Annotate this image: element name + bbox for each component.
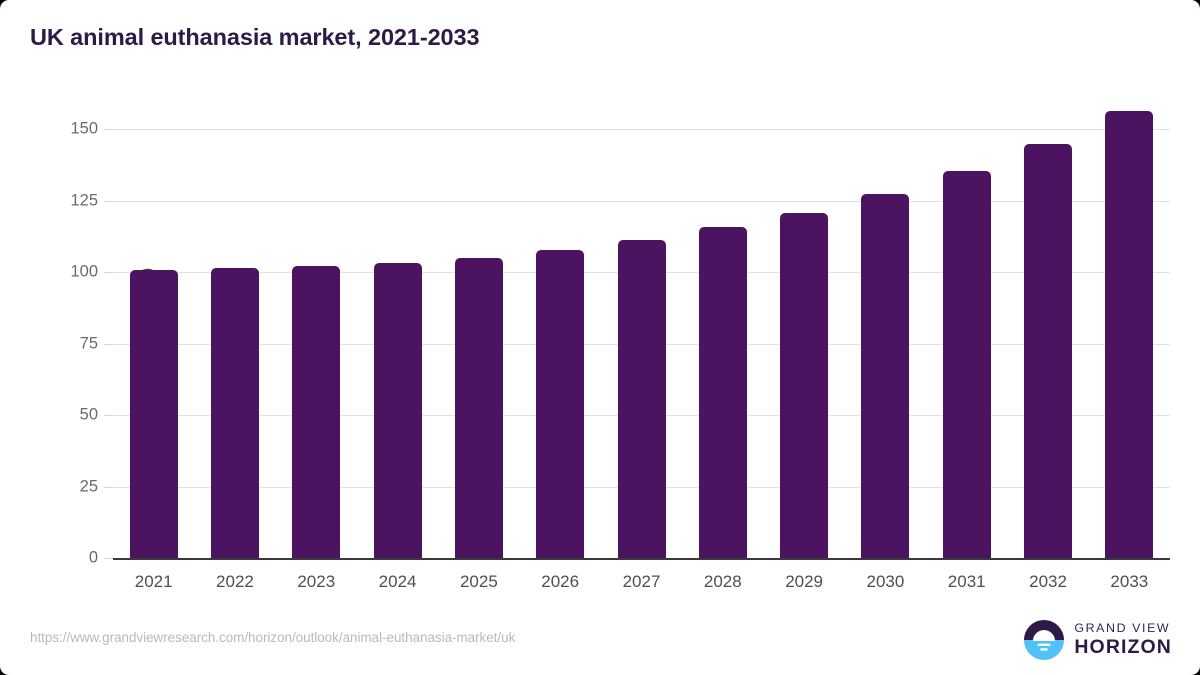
bar-2031[interactable] [942,170,991,558]
y-axis-tick-mark [104,415,113,416]
y-axis-tick-label: 50 [79,405,98,424]
x-axis-tick-label: 2031 [947,572,986,591]
bar-2024[interactable] [373,262,422,558]
bar-2026[interactable] [536,249,585,558]
y-axis-tick-label: 0 [88,548,98,567]
plot-area [113,110,1170,558]
bar-2032[interactable] [1024,143,1073,558]
y-axis-tick-label: 125 [70,191,98,209]
y-axis-tick-label: 75 [79,334,98,352]
horizon-circle-icon [1024,620,1065,660]
x-axis-tick-label: 2021 [134,572,173,591]
brand-logo: GRAND VIEW HORIZON [1024,620,1172,660]
bar-2025[interactable] [454,257,503,558]
bar-2022[interactable] [210,268,259,558]
bar-2027[interactable] [617,239,666,558]
x-axis-tick-label: 2023 [297,572,336,591]
x-axis-tick-label: 2024 [378,572,417,591]
logo-wordmark: GRAND VIEW HORIZON [1074,622,1172,658]
bar-2033[interactable] [1105,110,1154,558]
x-axis-tick-label: 2030 [866,572,905,591]
x-axis-line [113,558,1170,560]
bar-2028[interactable] [698,227,747,558]
y-axis-tick-mark [104,200,113,202]
source-url[interactable]: https://www.grandviewresearch.com/horizo… [30,630,516,645]
x-axis-tick-label: 2028 [703,572,742,591]
bar-2029[interactable] [780,212,829,558]
x-axis-tick-label: 2032 [1029,572,1067,591]
logo-line-grand-view: GRAND VIEW [1074,621,1171,636]
y-axis-tick-mark [104,558,113,559]
gridline [113,200,1170,202]
y-axis-tick-mark [104,129,113,130]
x-axis-tick-label: 2027 [622,572,661,591]
bar-2030[interactable] [861,194,910,558]
page-title: UK animal euthanasia market, 2021-2033 [30,24,480,50]
x-axis-tick-label: 2029 [785,572,824,591]
y-axis-tick-mark [104,486,113,488]
y-axis-tick-mark [104,343,113,345]
x-axis-tick-label: 2033 [1110,572,1149,591]
y-axis-tick-label: 150 [70,119,98,138]
x-axis-tick-label: 2025 [459,572,498,591]
y-axis-tick-mark [104,272,113,273]
bar-2023[interactable] [292,266,341,558]
y-axis-tick-label: 25 [79,477,98,495]
x-axis-tick-label: 2022 [216,572,254,591]
gridline [113,129,1170,130]
y-axis-tick-labels: 0 25 50 75 100 125 150 [0,0,98,675]
y-axis-tick-label: 100 [70,262,98,281]
bar-2021[interactable] [129,270,178,558]
logo-line-horizon: HORIZON [1074,636,1172,659]
x-axis-tick-label: 2026 [541,572,580,591]
